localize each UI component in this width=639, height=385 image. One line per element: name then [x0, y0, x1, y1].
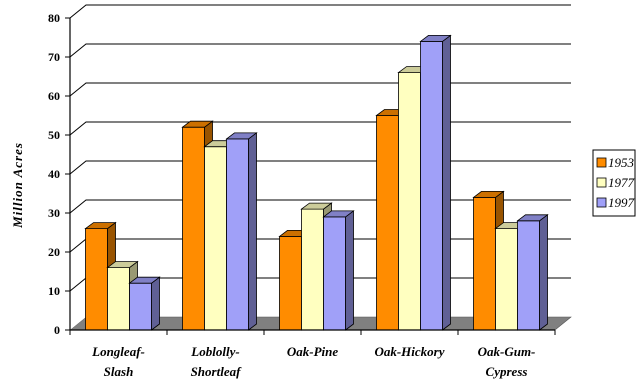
bar-front [130, 283, 152, 330]
y-tick-label: 20 [48, 245, 60, 259]
bars [86, 35, 548, 330]
bar-front [183, 127, 205, 330]
y-tick-label: 10 [48, 284, 60, 298]
legend-label: 1977 [608, 175, 635, 190]
bar-front [108, 268, 130, 330]
bar-side [540, 215, 548, 330]
bar-front [227, 139, 249, 330]
bar [130, 277, 160, 330]
bar-side [152, 277, 160, 330]
gridline [70, 83, 571, 96]
y-tick-label: 0 [54, 323, 60, 337]
legend-swatch [597, 178, 606, 187]
bar [518, 215, 548, 330]
bar-front [399, 73, 421, 330]
gridline [70, 44, 571, 57]
bar-front [421, 41, 443, 330]
bar-front [302, 209, 324, 330]
bar [227, 133, 257, 330]
y-tick-label: 80 [48, 11, 60, 25]
bar-front [496, 229, 518, 330]
gridline [70, 122, 571, 135]
bar-front [205, 147, 227, 330]
y-axis-label: Million Acres [10, 142, 25, 229]
legend-swatch [597, 198, 606, 207]
bar-side [346, 211, 354, 330]
x-axis-categories: Longleaf-Slash Loblolly-Shortleaf Oak-Pine… [91, 344, 535, 379]
legend: 1953 1977 1997 [593, 150, 635, 216]
legend-swatch [597, 158, 606, 167]
bar [324, 211, 354, 330]
bar [421, 35, 451, 330]
y-tick-label: 70 [48, 50, 60, 64]
x-category-label: Oak-Hickory [374, 344, 444, 359]
x-category-label: Oak-Gum-Cypress [478, 344, 536, 379]
bar-front [474, 197, 496, 330]
x-category-label: Oak-Pine [287, 344, 339, 359]
y-tick-label: 50 [48, 128, 60, 142]
bar-front [280, 236, 302, 330]
y-axis-ticks: 0 10 20 30 40 50 60 70 80 [48, 11, 70, 337]
gridline [70, 161, 571, 174]
bar-side [249, 133, 257, 330]
legend-label: 1997 [608, 195, 635, 210]
bar-front [377, 116, 399, 331]
y-tick-label: 60 [48, 89, 60, 103]
bar-side [443, 35, 451, 330]
bar-front [86, 229, 108, 330]
gridline [70, 5, 571, 18]
y-tick-label: 30 [48, 206, 60, 220]
bar-front [518, 221, 540, 330]
legend-label: 1953 [608, 155, 635, 170]
bar-front [324, 217, 346, 330]
x-category-label: Loblolly-Shortleaf [190, 344, 242, 379]
x-category-label: Longleaf-Slash [91, 344, 145, 379]
y-tick-label: 40 [48, 167, 60, 181]
